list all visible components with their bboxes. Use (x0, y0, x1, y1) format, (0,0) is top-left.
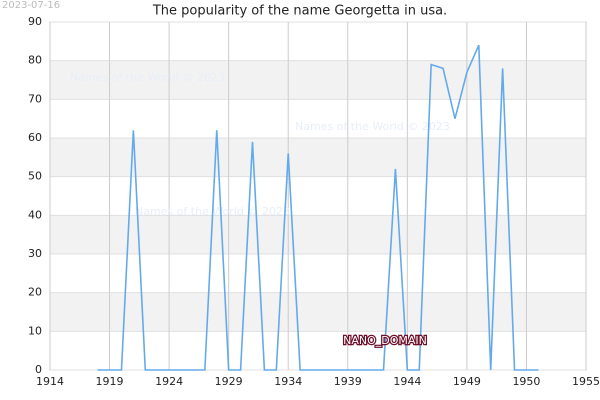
chart-title: The popularity of the name Georgetta in … (152, 4, 447, 19)
y-tick-label: 10 (28, 324, 42, 337)
x-tick-label: 1955 (572, 375, 600, 388)
y-tick-label: 90 (28, 15, 42, 28)
x-tick-label: 1919 (96, 375, 124, 388)
grid-band (50, 60, 586, 100)
y-tick-label: 50 (28, 170, 42, 183)
y-tick-label: 40 (28, 208, 42, 221)
x-tick-label: 1914 (36, 375, 64, 388)
x-tick-label: 1944 (393, 375, 421, 388)
y-tick-label: 70 (28, 92, 42, 105)
annotation: NANO_DOMAIN (343, 334, 427, 347)
watermark: Names of the World © 2023 (295, 120, 450, 133)
watermark: Names of the World © 2023 (70, 71, 225, 84)
x-tick-label: 1939 (334, 375, 362, 388)
y-tick-label: 0 (35, 363, 42, 376)
y-tick-label: 20 (28, 286, 42, 299)
grid-band (50, 138, 586, 177)
y-tick-label: 80 (28, 54, 42, 67)
x-tick-label: 1934 (274, 375, 302, 388)
x-tick-label: 1949 (453, 375, 481, 388)
x-tick-label: 1929 (215, 375, 243, 388)
grid-band (50, 215, 586, 254)
y-tick-label: 60 (28, 131, 42, 144)
date-stamp: 2023-07-16 (2, 0, 60, 11)
series-line (97, 44, 539, 371)
x-tick-label: 1950 (512, 375, 540, 388)
x-tick-label: 1924 (155, 375, 183, 388)
y-tick-label: 30 (28, 247, 42, 260)
grid-band (50, 292, 586, 332)
